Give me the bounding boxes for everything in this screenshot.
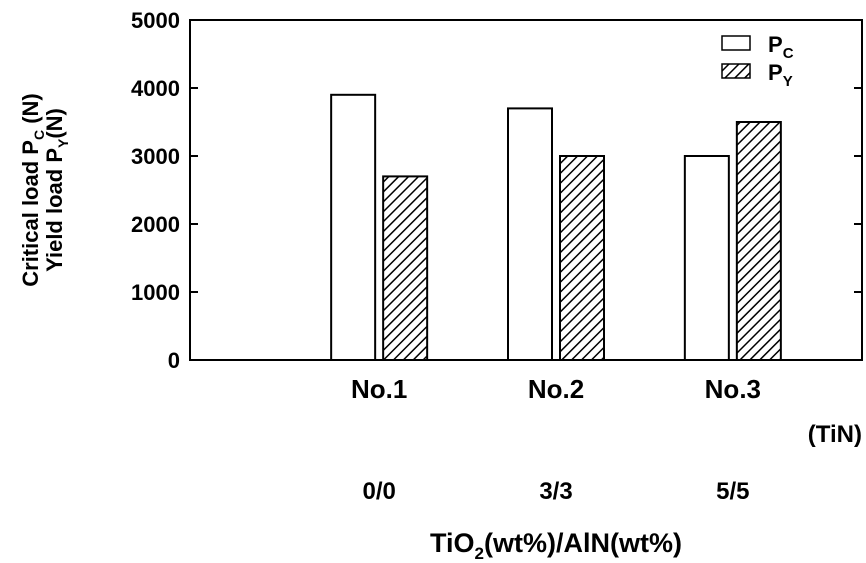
y-tick-label: 1000 bbox=[131, 280, 180, 305]
bar-py bbox=[735, 121, 782, 361]
category-label: No.1 bbox=[351, 374, 407, 404]
y-axis-title: Critical load PC (N)Yield load PY(N) bbox=[18, 93, 71, 287]
composition-label: 3/3 bbox=[539, 478, 572, 505]
bar-pc bbox=[507, 107, 553, 362]
y-tick-label: 4000 bbox=[131, 76, 180, 101]
legend-swatch bbox=[721, 63, 751, 79]
category-label: No.3 bbox=[705, 374, 761, 404]
category-label: No.2 bbox=[528, 374, 584, 404]
composition-label: 0/0 bbox=[362, 478, 395, 505]
x-axis-title: TiO2(wt%)/AlN(wt%) bbox=[430, 528, 682, 563]
y-tick-label: 0 bbox=[168, 348, 180, 373]
bar-py bbox=[382, 175, 429, 361]
y-tick-label: 5000 bbox=[131, 8, 180, 33]
bars bbox=[330, 93, 782, 362]
bar-pc bbox=[683, 155, 730, 361]
legend-label: PY bbox=[768, 60, 793, 90]
plot-frame bbox=[189, 19, 863, 361]
category-labels: No.1 No.2 No.3 bbox=[351, 374, 761, 404]
y-axis-ticks: 0 1000 2000 3000 4000 5000 bbox=[131, 8, 862, 373]
composition-labels: 0/0 3/3 5/5 bbox=[362, 478, 749, 505]
y-axis-title-line: Yield load PY(N) bbox=[42, 108, 71, 272]
y-tick-label: 2000 bbox=[131, 212, 180, 237]
y-tick-label: 3000 bbox=[131, 144, 180, 169]
category-unit-label: (TiN) bbox=[808, 421, 862, 448]
legend-label: PC bbox=[768, 32, 794, 62]
bar-pc bbox=[330, 93, 377, 362]
legend-swatch bbox=[721, 35, 751, 51]
bar-py bbox=[559, 155, 605, 361]
y-axis-title-line: Critical load PC (N) bbox=[18, 93, 47, 287]
composition-label: 5/5 bbox=[716, 478, 749, 505]
